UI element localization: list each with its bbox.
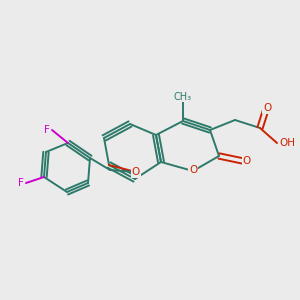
Text: O: O bbox=[132, 167, 140, 177]
Text: F: F bbox=[44, 125, 50, 135]
Text: OH: OH bbox=[279, 138, 296, 148]
Text: F: F bbox=[18, 178, 24, 188]
Text: O: O bbox=[189, 165, 197, 175]
Text: O: O bbox=[242, 156, 251, 166]
Text: O: O bbox=[263, 103, 271, 113]
Text: CH₃: CH₃ bbox=[174, 92, 192, 102]
